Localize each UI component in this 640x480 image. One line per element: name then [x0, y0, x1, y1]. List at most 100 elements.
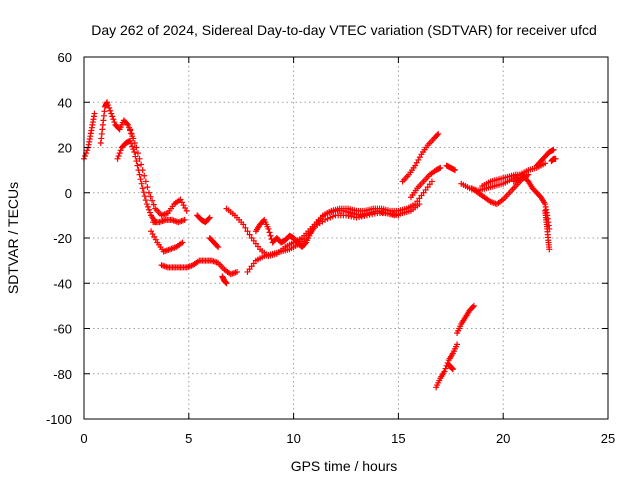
data-point: [130, 146, 137, 153]
data-point: [138, 161, 145, 168]
data-point: [108, 110, 115, 117]
y-tick-label: -60: [53, 322, 72, 337]
data-point: [132, 153, 139, 160]
data-point: [145, 189, 152, 196]
series-track-23: [510, 173, 553, 232]
series-track-18: [445, 361, 456, 373]
data-point: [244, 228, 251, 235]
data-point: [434, 132, 441, 139]
data-point: [131, 149, 138, 156]
series-track-15: [407, 164, 444, 201]
data-point: [552, 155, 559, 162]
data-point: [449, 366, 456, 373]
series-track-24: [542, 207, 553, 253]
data-point: [215, 244, 222, 251]
data-point: [437, 164, 444, 171]
data-point: [91, 110, 98, 117]
y-tick-labels: 60 40 20 0 -20 -40 -60 -80 -100: [46, 50, 72, 427]
series-track-10: [219, 273, 230, 287]
series-track-19: [454, 302, 477, 337]
data-point: [147, 209, 154, 216]
data-point: [324, 215, 331, 222]
data-point: [147, 193, 154, 200]
data-point: [214, 242, 221, 249]
data-point: [134, 150, 141, 157]
data-point: [114, 155, 121, 162]
data-point: [141, 193, 148, 200]
data-point: [130, 135, 137, 142]
series-track-26: [548, 155, 559, 165]
data-point: [145, 206, 152, 213]
data-point: [322, 216, 329, 223]
data-point: [265, 225, 272, 232]
data-point: [139, 185, 146, 192]
series-track-21: [468, 171, 532, 208]
x-tick-label: 25: [601, 431, 615, 446]
data-point: [428, 178, 435, 185]
y-tick-label: 0: [65, 186, 72, 201]
data-point: [144, 184, 151, 191]
data-point: [451, 167, 458, 174]
data-point: [234, 268, 241, 275]
series-track-6: [148, 228, 186, 255]
data-point: [136, 155, 143, 162]
y-tick-label: -80: [53, 367, 72, 382]
data-point: [106, 104, 113, 111]
series-track-4: [127, 126, 190, 219]
data-point: [115, 152, 122, 159]
data-point: [137, 176, 144, 183]
data-point: [133, 144, 140, 151]
series-track-13: [252, 210, 402, 251]
data-point: [110, 116, 117, 123]
data-point: [179, 239, 186, 246]
x-tick-label: 15: [391, 431, 405, 446]
data-point: [125, 121, 132, 128]
data-point: [205, 215, 212, 222]
data-point: [105, 102, 112, 109]
series-track-5: [150, 216, 188, 226]
data-point: [442, 365, 449, 372]
data-point: [127, 137, 134, 144]
data-point: [134, 162, 141, 169]
y-tick-label: 60: [58, 50, 72, 65]
data-point: [206, 214, 213, 221]
data-point: [242, 224, 249, 231]
data-point: [84, 147, 91, 154]
y-tick-label: 40: [58, 95, 72, 110]
x-tick-label: 20: [496, 431, 510, 446]
data-point: [469, 304, 476, 311]
data-point: [246, 231, 253, 238]
series-track-9: [206, 235, 222, 251]
chart-title: Day 262 of 2024, Sidereal Day-to-day VTE…: [91, 22, 597, 38]
data-point: [109, 113, 116, 120]
series-track-3: [114, 137, 159, 226]
data-point: [143, 201, 150, 208]
data-point: [302, 240, 309, 247]
data-point: [546, 246, 553, 253]
data-point: [139, 167, 146, 174]
data-point: [131, 139, 138, 146]
data-point: [395, 212, 402, 219]
data-point: [117, 147, 124, 154]
data-point: [223, 280, 230, 287]
series-track-25: [533, 146, 557, 169]
series-track-16: [443, 162, 458, 174]
data-point: [140, 189, 147, 196]
data-point: [128, 130, 135, 137]
data-point: [138, 180, 145, 187]
data-point: [441, 368, 448, 375]
data-point: [181, 216, 188, 223]
data-point: [267, 232, 274, 239]
y-tick-label: 20: [58, 141, 72, 156]
data-point: [142, 197, 149, 204]
data-point: [104, 99, 111, 106]
data-point: [149, 197, 156, 204]
data-point: [266, 229, 273, 236]
axis-ticks: [83, 56, 609, 420]
data-point: [136, 171, 143, 178]
series-track-17: [433, 341, 461, 391]
data-point: [454, 341, 461, 348]
data-points: [81, 99, 559, 391]
data-point: [435, 130, 442, 137]
